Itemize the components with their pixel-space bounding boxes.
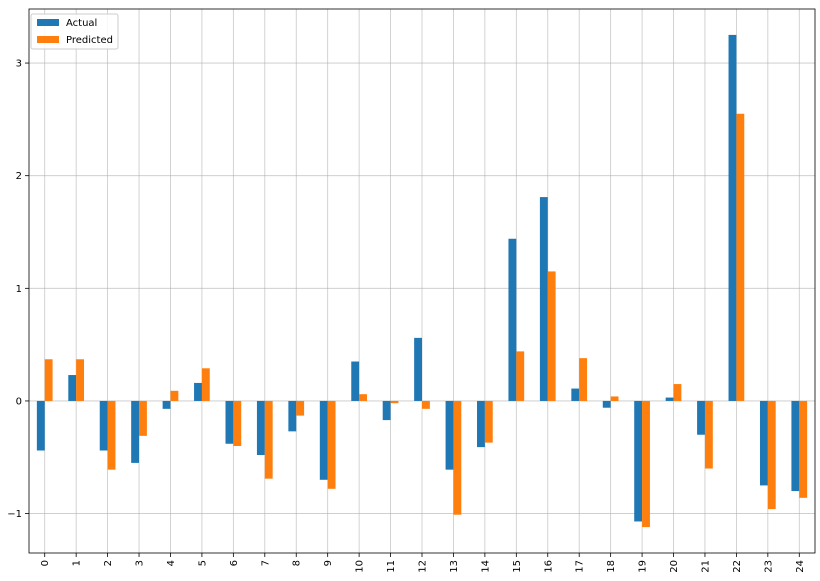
bar-predicted-22 [736, 113, 745, 401]
bar-actual-7 [256, 400, 265, 456]
bars [36, 34, 808, 528]
bar-actual-10 [351, 361, 360, 401]
bar-predicted-8 [296, 400, 305, 416]
bar-predicted-15 [516, 351, 525, 401]
bar-predicted-23 [767, 400, 776, 510]
bar-predicted-9 [327, 400, 336, 489]
bar-actual-11 [382, 400, 391, 421]
x-tick-label: 8 [292, 560, 303, 566]
legend: Actual Predicted [30, 13, 119, 50]
x-tick-label: 12 [418, 560, 429, 573]
x-tick-label: 11 [386, 560, 397, 573]
bar-predicted-2 [107, 400, 116, 470]
x-tick-label: 21 [700, 560, 711, 573]
bar-predicted-1 [76, 359, 85, 401]
x-tick-label: 0 [40, 560, 51, 566]
bar-predicted-5 [201, 368, 210, 401]
bar-predicted-21 [704, 400, 713, 469]
bar-actual-15 [508, 238, 517, 401]
x-tick-label: 4 [166, 560, 177, 566]
bar-actual-4 [162, 400, 171, 409]
bar-actual-3 [131, 400, 140, 463]
bar-actual-9 [319, 400, 328, 480]
x-tick-label: 2 [103, 560, 114, 566]
x-tick-label: 16 [543, 560, 554, 573]
bar-actual-21 [697, 400, 705, 435]
bar-actual-14 [477, 400, 485, 448]
legend-swatch-predicted [37, 36, 59, 43]
x-tick-label: 9 [323, 560, 334, 566]
bar-actual-20 [665, 397, 674, 401]
bar-predicted-3 [139, 400, 147, 436]
x-tick-label: 7 [260, 560, 271, 566]
bar-predicted-20 [673, 384, 682, 401]
x-tick-label: 17 [575, 560, 586, 573]
bar-actual-8 [288, 400, 297, 432]
bar-actual-16 [539, 197, 548, 401]
plot-frame [28, 8, 816, 554]
bar-actual-0 [36, 400, 45, 451]
x-tick-label: 5 [197, 560, 208, 566]
y-tick-label: −1 [7, 509, 22, 520]
y-tick-label: 2 [16, 171, 22, 182]
bar-predicted-4 [170, 390, 179, 401]
bar-predicted-10 [359, 394, 367, 401]
bar-actual-6 [225, 400, 234, 444]
bar-predicted-16 [547, 271, 556, 401]
x-tick-label: 1 [72, 560, 83, 566]
bar-predicted-6 [233, 400, 242, 447]
y-tick-label: 1 [16, 284, 22, 295]
bar-actual-12 [414, 337, 422, 401]
x-tick-label: 19 [638, 560, 649, 573]
bar-actual-18 [602, 400, 611, 408]
bar-predicted-19 [642, 400, 650, 528]
bar-actual-17 [571, 388, 580, 401]
x-tick-label: 15 [512, 560, 523, 573]
bar-actual-22 [728, 34, 737, 401]
bar-actual-23 [759, 400, 768, 486]
y-tick-label: 3 [16, 59, 22, 70]
bar-predicted-7 [264, 400, 273, 479]
legend-label-predicted: Predicted [66, 35, 113, 46]
x-tick-label: 3 [135, 560, 146, 566]
bar-actual-13 [445, 400, 454, 470]
bar-predicted-24 [799, 400, 808, 498]
legend-swatch-actual [37, 19, 59, 26]
bar-actual-24 [791, 400, 800, 492]
x-tick-label: 13 [449, 560, 460, 573]
x-tick-label: 6 [229, 560, 240, 566]
x-tick-label: 23 [763, 560, 774, 573]
x-tick-label: 18 [606, 560, 617, 573]
bar-actual-5 [194, 382, 202, 401]
legend-label-actual: Actual [66, 18, 97, 29]
x-tick-label: 24 [795, 560, 806, 573]
bar-predicted-11 [390, 400, 399, 404]
bar-actual-1 [68, 375, 77, 401]
bar-predicted-18 [610, 396, 619, 401]
bar-predicted-13 [453, 400, 462, 515]
x-tick-label: 14 [480, 560, 491, 573]
bar-actual-19 [634, 400, 643, 522]
bar-actual-2 [99, 400, 108, 451]
x-tick-label: 20 [669, 560, 680, 573]
x-tick-label: 22 [732, 560, 743, 573]
bar-predicted-14 [484, 400, 493, 443]
y-tick-label: 0 [16, 396, 22, 407]
bar-predicted-17 [579, 358, 588, 401]
grid [29, 9, 815, 553]
bar-predicted-12 [422, 400, 430, 409]
bar-predicted-0 [44, 359, 53, 401]
x-tick-label: 10 [355, 560, 366, 573]
